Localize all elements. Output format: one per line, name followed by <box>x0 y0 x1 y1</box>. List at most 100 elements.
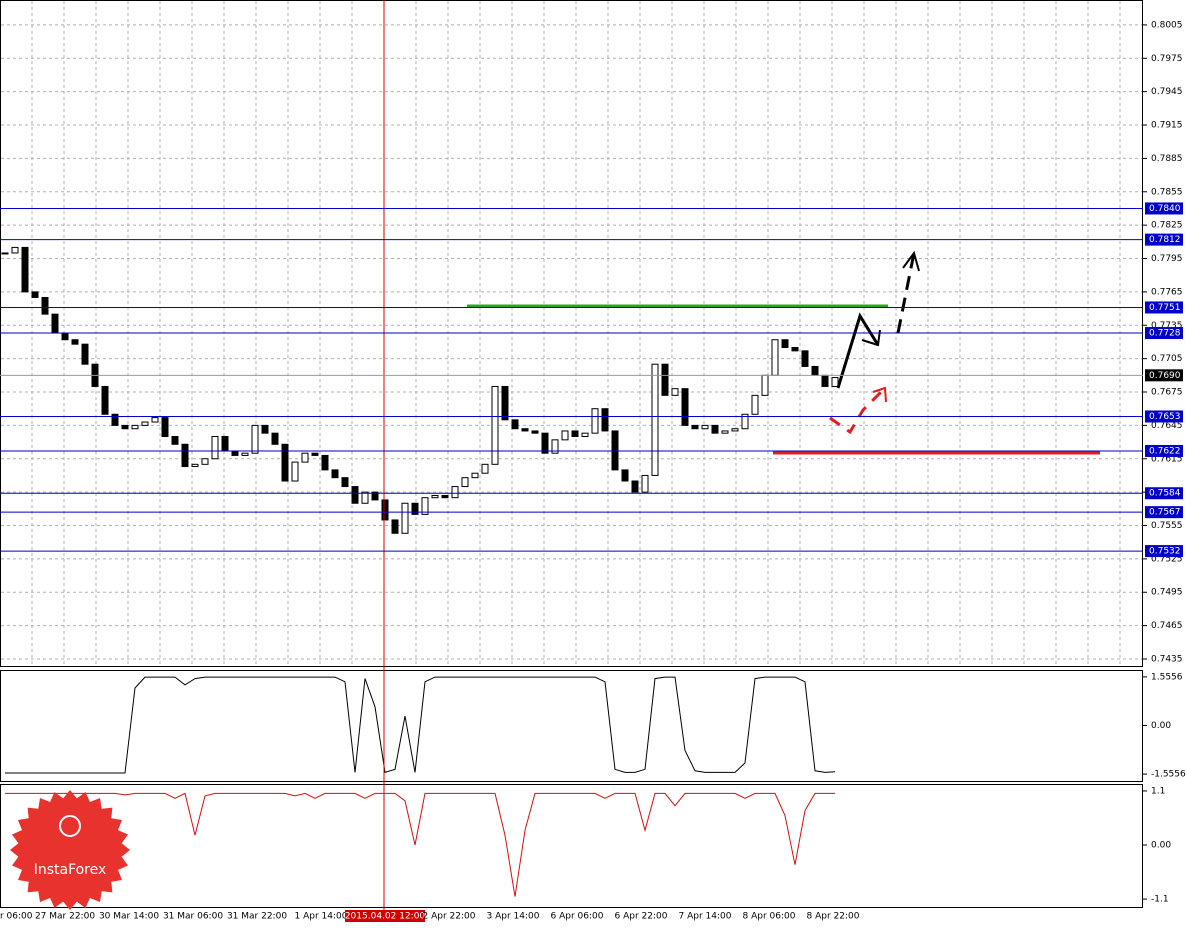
candle <box>631 480 639 493</box>
candle <box>621 469 629 482</box>
candle <box>611 430 619 471</box>
candle <box>101 385 109 415</box>
arrow-head <box>902 250 920 272</box>
y-tick-label: 0.7765 <box>1151 287 1183 297</box>
level-label: 0.7840 <box>1149 204 1181 214</box>
candle <box>51 313 59 334</box>
y-tick-label: 0.7735 <box>1151 321 1183 331</box>
y-tick-label: 0.7915 <box>1151 121 1183 131</box>
y-tick-label: 0.7705 <box>1151 354 1183 364</box>
x-tick-label: 6 Apr 22:00 <box>615 912 668 922</box>
x-tick-label: r 06:00 <box>0 912 33 922</box>
forecast-arrow <box>896 252 916 334</box>
y-tick-label: 0.7465 <box>1151 621 1183 631</box>
y-tick-label: 0.7645 <box>1151 421 1183 431</box>
x-tick-label: 6 Apr 06:00 <box>551 912 604 922</box>
candle <box>251 424 259 454</box>
x-tick-label: 30 Mar 14:00 <box>99 912 159 922</box>
x-tick-label: 3 Apr 14:00 <box>487 912 540 922</box>
candle <box>811 365 819 376</box>
level-label: 0.7584 <box>1149 489 1181 499</box>
y-tick-label: 0.7525 <box>1151 554 1183 564</box>
y-tick-label: 0.7435 <box>1151 654 1183 664</box>
forecast-arrow <box>836 312 880 389</box>
candle <box>721 430 729 434</box>
candle <box>471 472 479 479</box>
candle <box>601 408 609 432</box>
candle <box>671 388 679 396</box>
x-tick-label: 27 Mar 22:00 <box>35 912 95 922</box>
highlight-box <box>345 910 425 922</box>
level-label: 0.7653 <box>1149 412 1181 422</box>
candle <box>691 424 699 430</box>
candle <box>781 339 789 349</box>
candle <box>571 430 579 438</box>
candle <box>391 519 399 534</box>
level-box <box>1145 301 1183 314</box>
level-box <box>1145 545 1183 558</box>
level-box <box>1145 487 1183 500</box>
indicator-line <box>5 792 835 897</box>
indicator-line <box>5 676 836 774</box>
candle <box>11 246 19 254</box>
candle <box>521 428 529 432</box>
candle <box>121 424 129 430</box>
candle <box>741 413 749 430</box>
y-tick-label: 0.7885 <box>1151 154 1183 164</box>
level-box <box>1145 444 1183 457</box>
logo: InstaForex <box>10 790 130 910</box>
candle <box>641 474 649 493</box>
candle <box>411 502 419 515</box>
candle <box>151 417 159 423</box>
current-price-label: 0.7690 <box>1149 371 1181 381</box>
candle <box>271 432 279 445</box>
y-tick-label: 1.5556 <box>1151 672 1183 682</box>
candle <box>311 452 319 456</box>
candle <box>331 469 339 479</box>
candle <box>771 339 779 376</box>
y-tick-label: 0.00 <box>1151 841 1171 851</box>
y-tick-label: 1.1 <box>1151 786 1165 796</box>
x-tick-label: 2015.04.02 12:00 <box>345 912 426 922</box>
y-tick-label: 0.7975 <box>1151 54 1183 64</box>
candle <box>201 458 209 465</box>
level-label: 0.7532 <box>1149 547 1181 557</box>
candle <box>651 363 659 476</box>
candle <box>451 486 459 499</box>
y-tick-label: 0.7795 <box>1151 254 1183 264</box>
candle <box>431 494 439 499</box>
candle <box>131 424 139 430</box>
level-label: 0.7812 <box>1149 235 1181 245</box>
candle <box>421 497 429 515</box>
level-box <box>1145 233 1183 246</box>
indicator-panel <box>0 670 1143 782</box>
level-label: 0.7567 <box>1149 508 1181 518</box>
level-box <box>1145 327 1183 340</box>
x-tick-label: 8 Apr 22:00 <box>807 912 860 922</box>
logo-icon <box>59 815 81 837</box>
candle <box>31 291 39 298</box>
candle <box>291 461 299 482</box>
candle <box>341 477 349 488</box>
candle <box>731 428 739 432</box>
candle <box>191 463 199 468</box>
candle <box>591 408 599 434</box>
candle <box>701 424 709 430</box>
candle <box>361 491 369 504</box>
level-label: 0.7622 <box>1149 446 1181 456</box>
level-label: 0.7728 <box>1149 329 1181 339</box>
candle <box>441 494 449 499</box>
candle <box>301 452 309 463</box>
x-tick-label: 8 Apr 06:00 <box>743 912 796 922</box>
alt-forecast-arrow <box>829 386 887 435</box>
indicator-panel <box>0 784 1143 908</box>
logo-badge <box>10 790 130 910</box>
candle <box>761 374 769 396</box>
x-tick-label: 31 Mar 06:00 <box>163 912 223 922</box>
candle <box>181 443 189 468</box>
x-tick-label: 7 Apr 14:00 <box>679 912 732 922</box>
candle <box>681 388 689 426</box>
candle <box>81 343 89 365</box>
candle <box>461 477 469 488</box>
